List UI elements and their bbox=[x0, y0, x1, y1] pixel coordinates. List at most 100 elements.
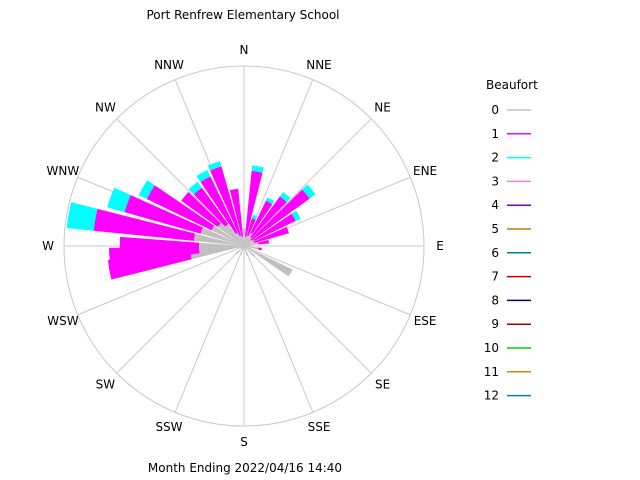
bar-50-beaufort-2 bbox=[302, 184, 316, 199]
legend-label-8: 8 bbox=[491, 293, 499, 307]
spoke-se bbox=[243, 245, 372, 374]
direction-label-wnw: WNW bbox=[47, 164, 80, 178]
bar-40-beaufort-0 bbox=[244, 237, 252, 246]
bar-290-beaufort-0 bbox=[200, 227, 244, 246]
bar-280-beaufort-2 bbox=[66, 202, 98, 231]
bar-0-beaufort-0 bbox=[242, 228, 246, 246]
spoke-sw bbox=[116, 245, 245, 374]
direction-label-e: E bbox=[436, 239, 444, 253]
wind-bars bbox=[66, 161, 316, 280]
bar-20-beaufort-0 bbox=[244, 235, 249, 246]
bar-310-beaufort-1 bbox=[181, 192, 221, 228]
spoke-sse bbox=[243, 245, 314, 413]
bar-300-beaufort-0 bbox=[211, 225, 244, 246]
bar-50-beaufort-1 bbox=[250, 189, 310, 241]
bar-60-beaufort-1 bbox=[252, 213, 296, 242]
direction-label-n: N bbox=[240, 43, 249, 57]
direction-label-ese: ESE bbox=[414, 314, 437, 328]
bar-350-beaufort-0 bbox=[241, 237, 244, 246]
bar-350-beaufort-1 bbox=[229, 188, 244, 238]
bar-270-beaufort-1 bbox=[119, 236, 200, 256]
legend-title: Beaufort bbox=[486, 78, 538, 92]
bar-30-beaufort-0 bbox=[244, 233, 253, 246]
bar-80-beaufort-1 bbox=[257, 239, 270, 245]
legend-label-5: 5 bbox=[491, 222, 499, 236]
direction-label-ssw: SSW bbox=[155, 420, 182, 434]
bar-260-beaufort-0 bbox=[190, 246, 244, 260]
bar-290-beaufort-2 bbox=[107, 187, 131, 213]
bar-80-beaufort-0 bbox=[244, 242, 259, 246]
bar-330-beaufort-1 bbox=[200, 176, 238, 235]
bar-50-beaufort-0 bbox=[244, 239, 252, 246]
chart-title: Port Renfrew Elementary School bbox=[146, 8, 339, 22]
direction-label-nnw: NNW bbox=[154, 58, 184, 72]
bar-200-beaufort-0 bbox=[240, 246, 244, 255]
legend-label-3: 3 bbox=[491, 174, 499, 188]
legend-label-7: 7 bbox=[491, 270, 499, 284]
legend-label-2: 2 bbox=[491, 151, 499, 165]
spoke-wsw bbox=[77, 245, 245, 316]
bar-40-beaufort-1 bbox=[250, 196, 287, 239]
bar-320-beaufort-0 bbox=[225, 224, 244, 246]
bar-160-beaufort-0 bbox=[244, 246, 249, 257]
bar-180-beaufort-0 bbox=[243, 246, 245, 255]
bar-310-beaufort-0 bbox=[217, 223, 244, 246]
bar-20-beaufort-2 bbox=[251, 214, 258, 220]
bar-270-beaufort-0 bbox=[199, 242, 244, 250]
bar-60-beaufort-2 bbox=[291, 210, 301, 221]
bar-40-beaufort-2 bbox=[279, 191, 291, 203]
bar-340-beaufort-1 bbox=[210, 166, 242, 237]
direction-label-wsw: WSW bbox=[47, 314, 78, 328]
legend-label-4: 4 bbox=[491, 198, 499, 212]
bar-135-beaufort-0 bbox=[244, 246, 255, 257]
legend-label-9: 9 bbox=[491, 317, 499, 331]
bar-225-beaufort-0 bbox=[235, 246, 244, 255]
bar-10-beaufort-0 bbox=[244, 237, 247, 246]
bar-250-beaufort-0 bbox=[237, 246, 244, 249]
legend-label-1: 1 bbox=[491, 127, 499, 141]
bar-20-beaufort-1 bbox=[246, 218, 256, 237]
direction-label-sse: SSE bbox=[308, 420, 331, 434]
bar-10-beaufort-1 bbox=[244, 170, 263, 238]
bar-120-beaufort-0 bbox=[244, 246, 293, 277]
direction-label-w: W bbox=[42, 239, 54, 253]
bar-60-beaufort-0 bbox=[244, 239, 254, 246]
bar-340-beaufort-0 bbox=[239, 235, 244, 246]
legend-label-11: 11 bbox=[484, 365, 499, 379]
direction-label-ne: NE bbox=[374, 100, 391, 114]
bar-70-beaufort-1 bbox=[253, 226, 290, 244]
legend-label-10: 10 bbox=[484, 341, 499, 355]
direction-label-nw: NW bbox=[95, 100, 116, 114]
bar-10-beaufort-2 bbox=[251, 165, 264, 173]
bar-30-beaufort-1 bbox=[250, 200, 273, 235]
bar-320-beaufort-2 bbox=[188, 181, 202, 195]
spoke-ese bbox=[243, 245, 411, 316]
legend-label-0: 0 bbox=[491, 103, 499, 117]
spoke-nw bbox=[116, 118, 245, 247]
bar-290-beaufort-1 bbox=[124, 195, 203, 234]
bar-330-beaufort-0 bbox=[235, 233, 244, 246]
bar-100-beaufort-1 bbox=[257, 247, 262, 251]
direction-label-nne: NNE bbox=[306, 58, 332, 72]
bar-70-beaufort-0 bbox=[244, 241, 255, 246]
direction-label-sw: SW bbox=[96, 378, 116, 392]
chart-subtitle: Month Ending 2022/04/16 14:40 bbox=[148, 461, 342, 475]
bar-330-beaufort-2 bbox=[196, 169, 211, 182]
legend-label-6: 6 bbox=[491, 246, 499, 260]
direction-labels: N NNE NE ENE E ESE SE SSE S SSW SW WSW W WNW NW NNW bbox=[42, 43, 444, 449]
legend-label-12: 12 bbox=[484, 389, 499, 403]
bar-340-beaufort-2 bbox=[207, 161, 222, 171]
bar-320-beaufort-1 bbox=[193, 187, 229, 227]
bar-30-beaufort-2 bbox=[265, 197, 275, 205]
spoke-ne bbox=[243, 118, 372, 247]
bar-280-beaufort-0 bbox=[193, 233, 244, 246]
bar-300-beaufort-1 bbox=[146, 185, 215, 231]
bar-100-beaufort-0 bbox=[244, 246, 259, 250]
spoke-ssw bbox=[174, 245, 245, 413]
bar-300-beaufort-2 bbox=[138, 180, 155, 199]
bar-280-beaufort-1 bbox=[93, 208, 196, 241]
direction-label-s: S bbox=[240, 435, 248, 449]
direction-label-se: SE bbox=[375, 378, 390, 392]
direction-label-ene: ENE bbox=[413, 164, 437, 178]
